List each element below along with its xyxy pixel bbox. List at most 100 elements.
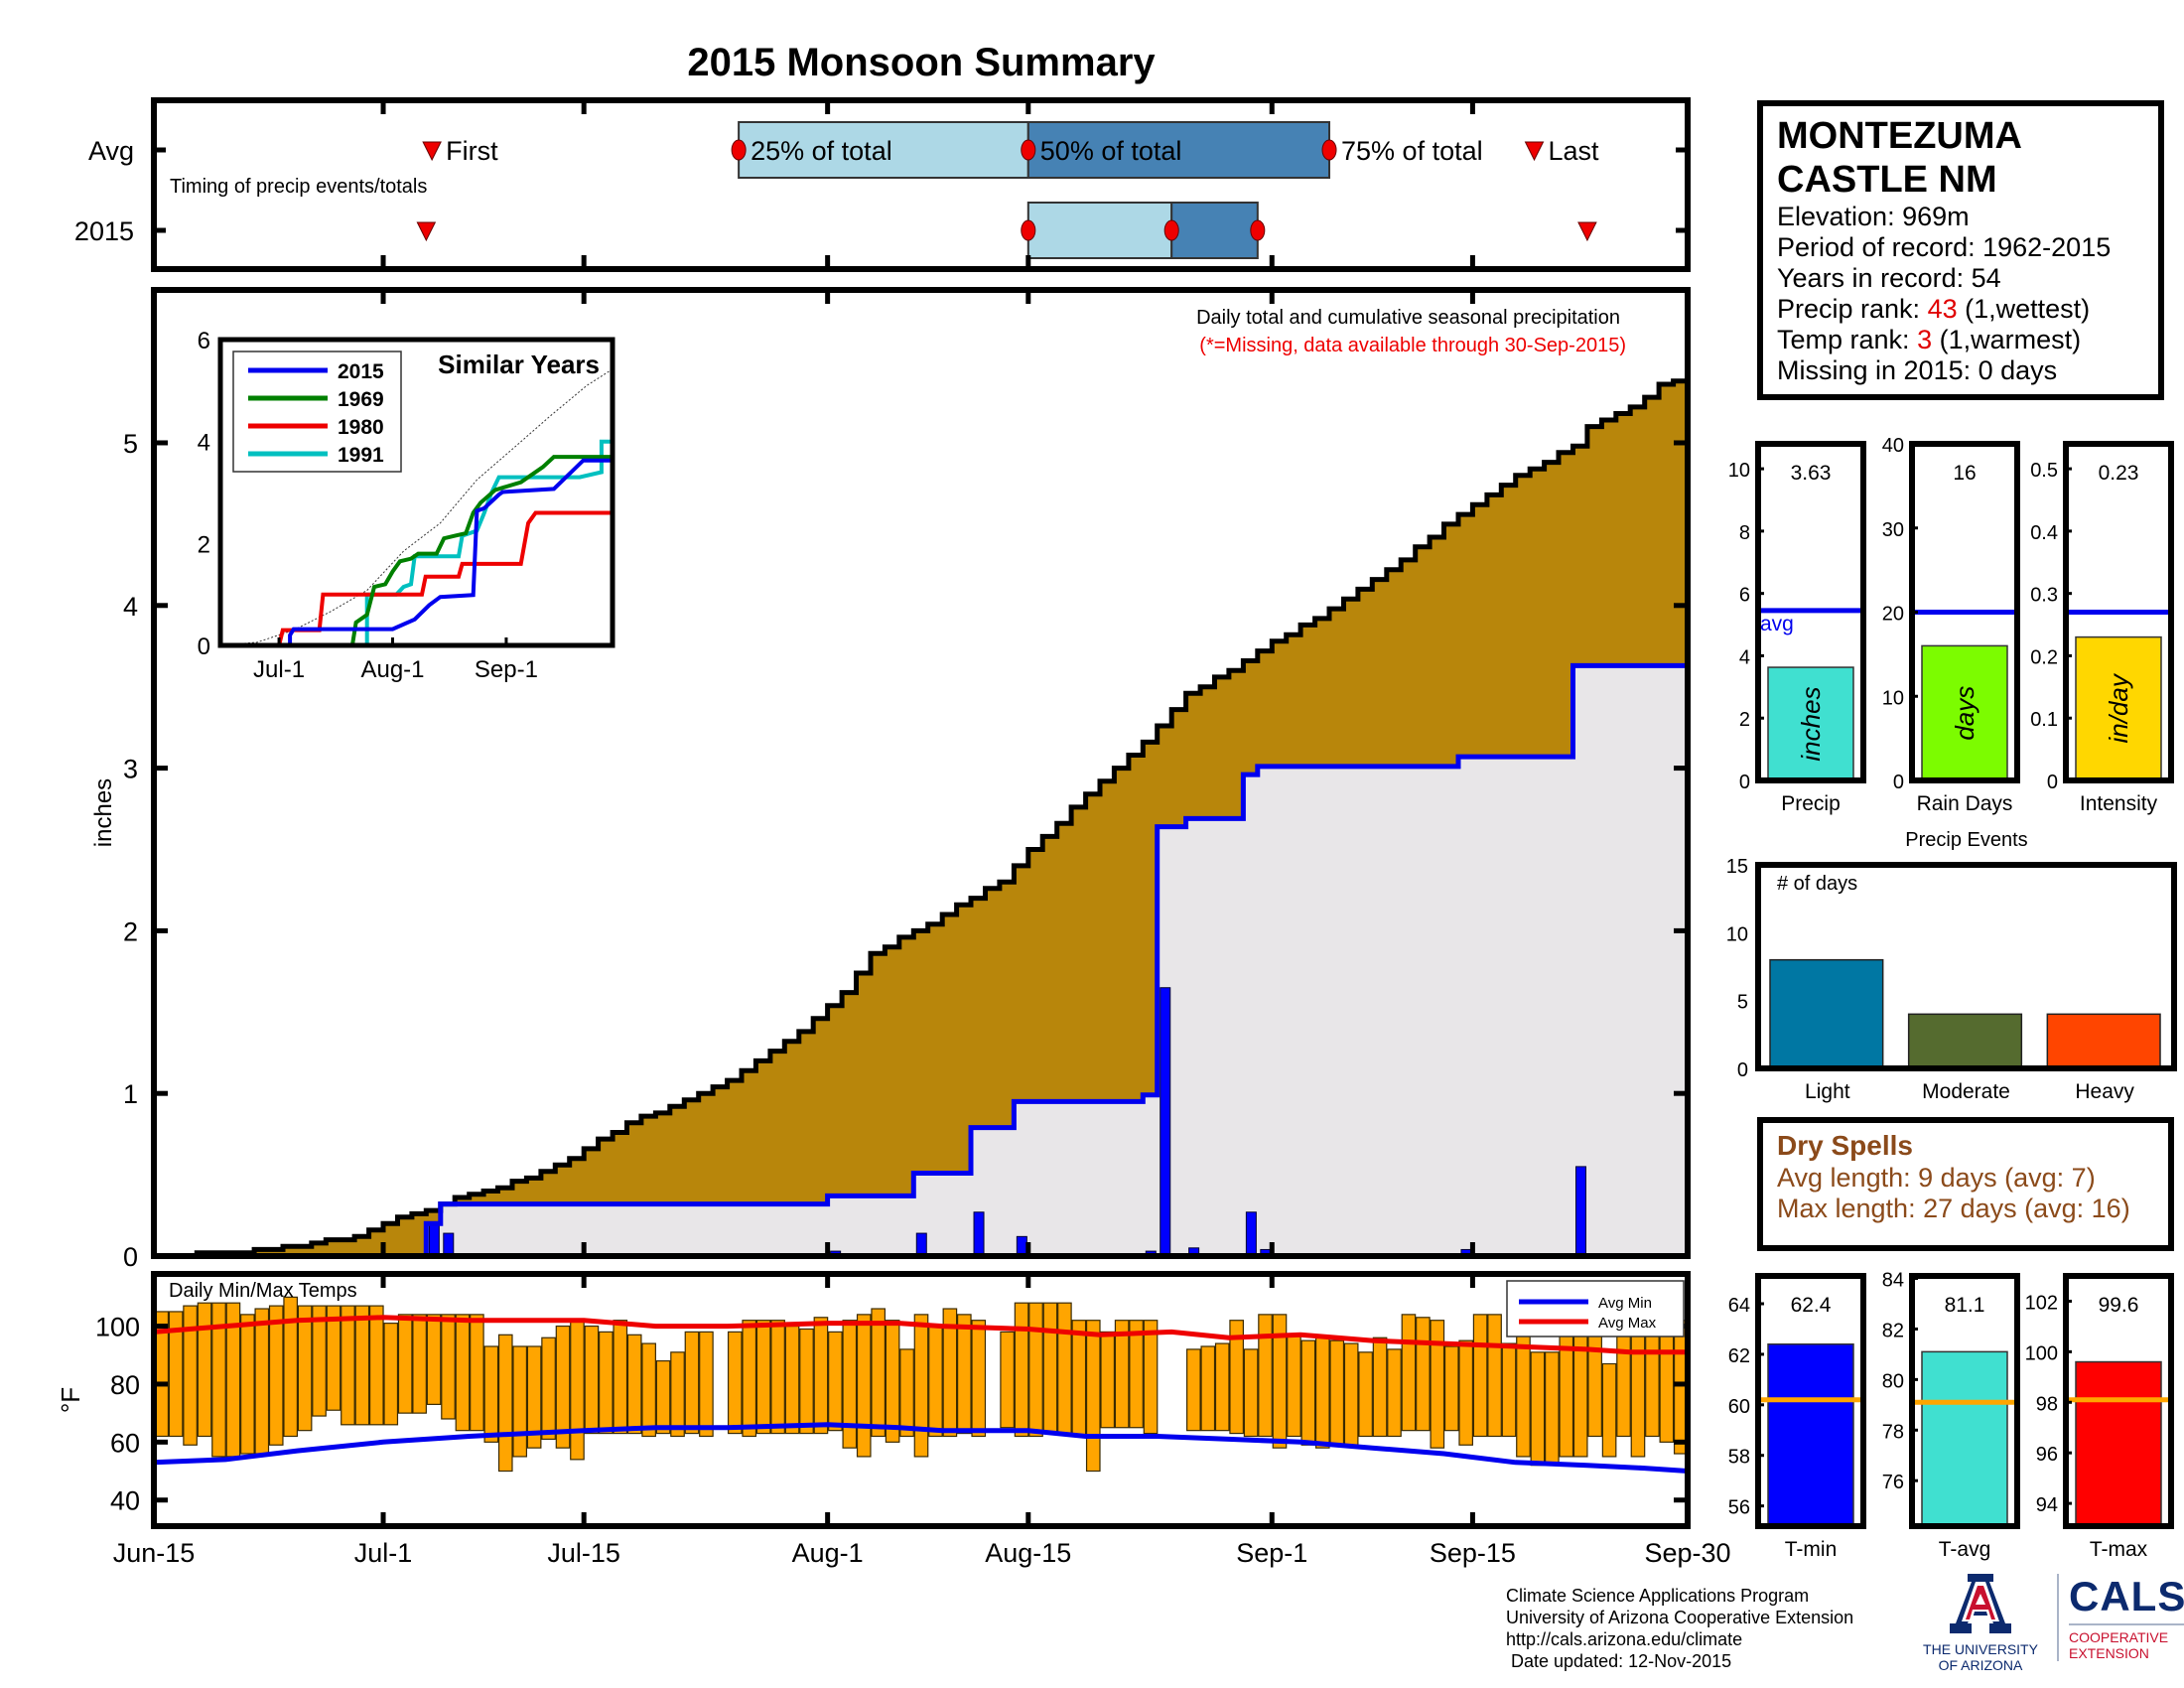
summary-bar-1 (1921, 1350, 2008, 1527)
arizona-a-icon (1950, 1574, 2011, 1633)
inset-y-tick-label: 0 (198, 633, 210, 660)
daily-temp-bar (1601, 1362, 1617, 1458)
daily-temp-bar (885, 1320, 900, 1443)
daily-temp-bar (1458, 1339, 1474, 1446)
daily-temp-bar (1387, 1348, 1402, 1438)
temps-legend-box (1506, 1280, 1685, 1337)
daily-temp-bar (283, 1296, 298, 1438)
dry-spells-title: Dry Spells (1777, 1130, 1913, 1161)
daily-temp-bar (1287, 1334, 1301, 1438)
summary-value: 16 (1953, 462, 1976, 485)
avg-first-marker (422, 141, 442, 162)
daily-temp-bar (899, 1348, 914, 1438)
y-tick-label: 0 (1739, 772, 1750, 793)
2015-last-marker (1577, 221, 1597, 242)
summary-label: T-max (2090, 1538, 2148, 1561)
dry-spells-avg-length: Avg length: 9 days (avg: 7) (1777, 1163, 2096, 1193)
page-title: 2015 Monsoon Summary (687, 41, 1156, 84)
legend-label-2015: 2015 (338, 360, 384, 383)
y-tick-label: 0.4 (2030, 522, 2058, 544)
daily-temp-bar (1430, 1320, 1445, 1449)
p25-label: 25% of total (751, 136, 892, 166)
temps-title: Daily Min/Max Temps (169, 1280, 357, 1302)
x-tick-label: Aug-15 (985, 1538, 1071, 1568)
obs-cumulative-line (154, 662, 1688, 1259)
daily-temp-bar (483, 1345, 499, 1443)
daily-temp-bar (1200, 1345, 1216, 1432)
2015-50-marker (1163, 219, 1179, 241)
daily-temp-bar (1659, 1325, 1675, 1443)
footer-link[interactable]: http://cals.arizona.edu/climate (1506, 1629, 1743, 1649)
inset-avg-line (219, 368, 614, 646)
daily-temp-bar (1129, 1320, 1144, 1429)
avg-50-75-box (1026, 121, 1331, 179)
legend-label-avg-max: Avg Max (1598, 1315, 1657, 1332)
timing-axes-frame (151, 97, 1691, 272)
y-tick-label: 0 (123, 1242, 138, 1272)
daily-temp-bar (368, 1305, 384, 1426)
avg-min-line (153, 1422, 1689, 1474)
summary-unit-label: inches (1796, 686, 1826, 761)
y-tick-label: 80 (110, 1370, 140, 1400)
daily-temp-bar (684, 1331, 700, 1435)
y-tick-label: 0.3 (2030, 585, 2058, 607)
daily-temp-bar (913, 1314, 929, 1458)
y-tick-label: 0 (1893, 772, 1904, 793)
daily-temp-bar (211, 1302, 226, 1458)
2015-75-marker (1250, 219, 1266, 241)
y-tick-label: 0 (2047, 772, 2058, 793)
daily-temp-bar (1042, 1302, 1058, 1435)
y-tick-label: 100 (2025, 1342, 2058, 1364)
event-category-label: Moderate (1922, 1080, 2010, 1103)
daily-temp-bar (497, 1334, 513, 1473)
events-annotation: # of days (1777, 873, 1857, 895)
summary-unit-label: in/day (2104, 672, 2133, 743)
x-tick-label: Sep-30 (1644, 1538, 1730, 1568)
x-tick-label: Jul-1 (354, 1538, 413, 1568)
p75-label: 75% of total (1341, 136, 1483, 166)
precip-rank-value: 43 (1927, 294, 1958, 324)
y-tick-label: 40 (110, 1486, 140, 1516)
inset-axes-frame (217, 337, 615, 648)
legend-label-1969: 1969 (338, 388, 384, 411)
daily-temp-bar (1358, 1351, 1373, 1438)
summary-axes-frame (1755, 441, 1866, 783)
summary-bar-2 (2075, 635, 2162, 781)
events-axes-frame (1755, 862, 2177, 1071)
daily-temp-bar (397, 1314, 413, 1414)
daily-temp-bar (641, 1342, 656, 1438)
events-title: Precip Events (1905, 829, 2027, 851)
similar-years-inset: 0 2 4 6 Jul-1 Aug-1 Sep-1 Similar Years 2015 1969… (198, 328, 615, 683)
daily-precip-bar (1574, 1166, 1586, 1257)
dry-spells-max-length: Max length: 27 days (avg: 16) (1777, 1194, 2130, 1223)
daily-precip-bar (428, 1222, 440, 1257)
daily-precip-bar (1160, 987, 1171, 1257)
elevation: Elevation: 969m (1777, 202, 1970, 231)
summary-label: T-avg (1939, 1538, 1991, 1561)
daily-temp-bar (942, 1308, 958, 1438)
y-tick-label: 2 (123, 916, 138, 946)
daily-temp-bar (613, 1320, 628, 1435)
daily-temp-bar (813, 1317, 829, 1435)
daily-temp-bar (1314, 1336, 1330, 1449)
legend-label-1980: 1980 (338, 416, 384, 439)
daily-temp-bar (956, 1314, 972, 1435)
summary-value: 0.23 (2099, 462, 2139, 485)
daily-temp-bar (168, 1311, 184, 1438)
station-name-line2: CASTLE NM (1777, 159, 1997, 201)
temps-axes-frame (151, 1271, 1691, 1529)
y-axis-label: inches (90, 778, 117, 847)
avg-max-line (153, 1315, 1688, 1355)
legend-label-avg-min: Avg Min (1598, 1295, 1652, 1312)
event-category-label: Light (1805, 1080, 1850, 1103)
2015-first-marker (416, 221, 437, 242)
inset-x-tick-label: Sep-1 (475, 656, 538, 683)
summary-axes-frame (2063, 441, 2174, 783)
avg-cumulative-line (154, 374, 1691, 1259)
daily-temp-bar (1143, 1320, 1159, 1435)
event-category-label: Heavy (2075, 1080, 2134, 1103)
daily-temp-bar (326, 1305, 341, 1411)
daily-temp-bar (1559, 1320, 1574, 1458)
summary-value: 3.63 (1791, 462, 1832, 485)
